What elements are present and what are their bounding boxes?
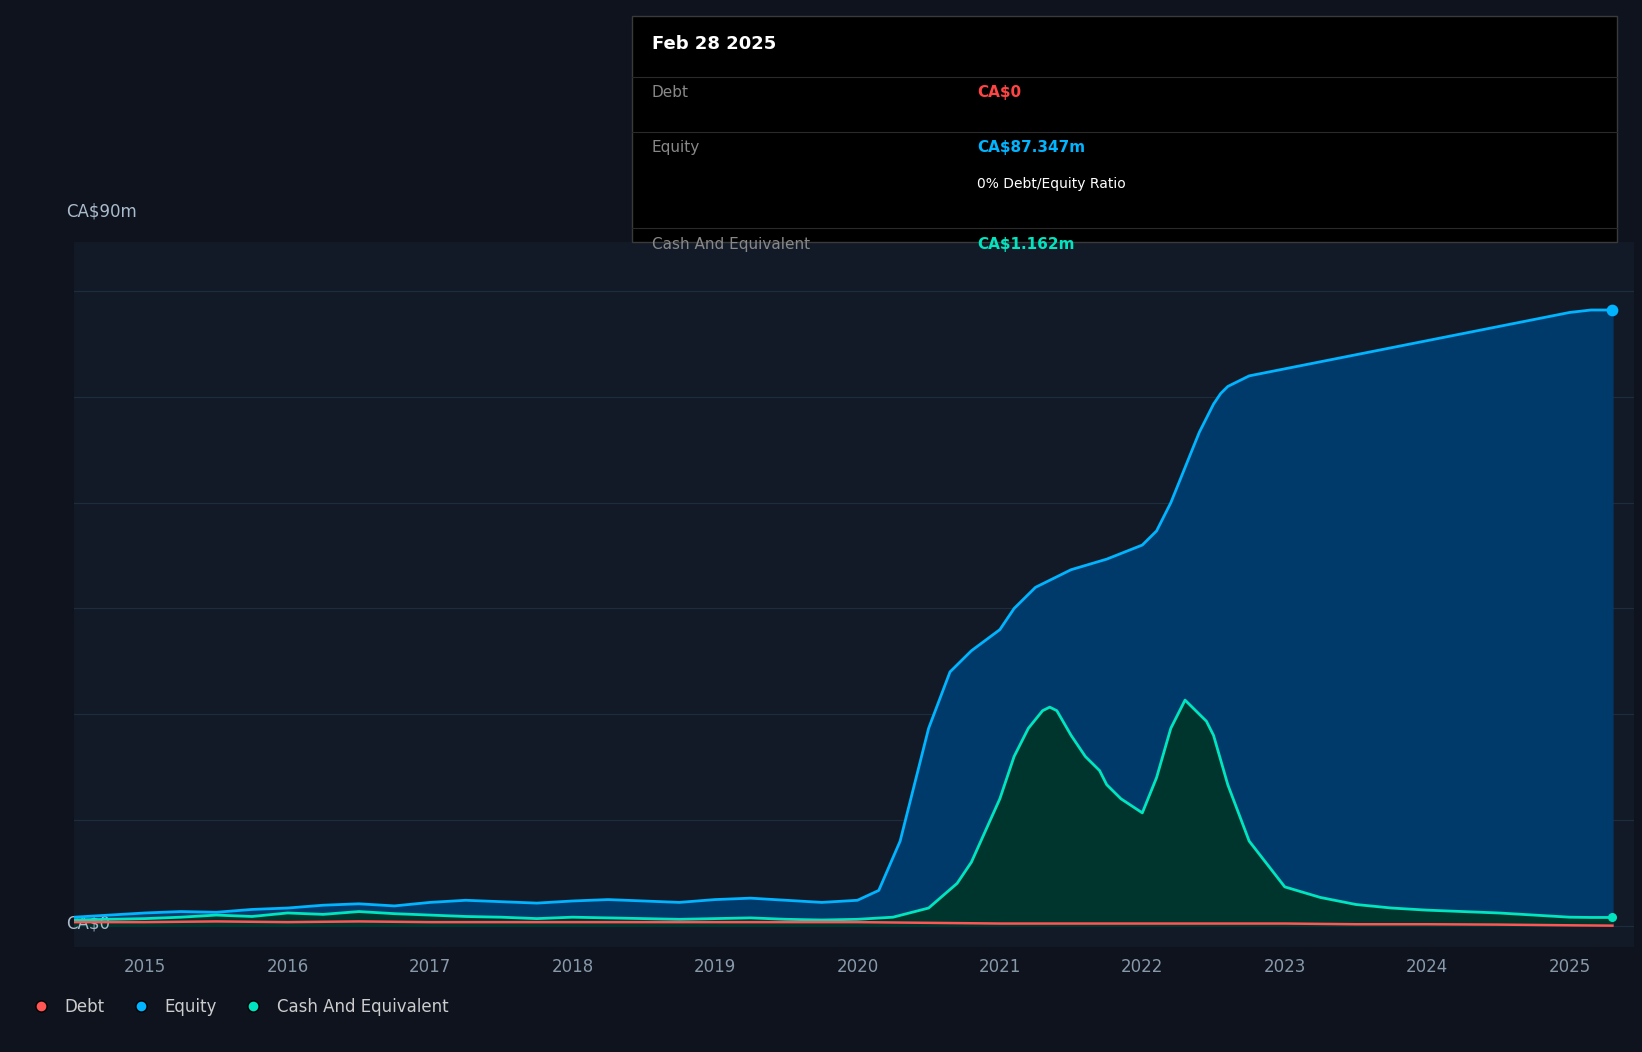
Legend: Debt, Equity, Cash And Equivalent: Debt, Equity, Cash And Equivalent [18,992,455,1023]
Point [1599,909,1626,926]
Text: Feb 28 2025: Feb 28 2025 [652,35,777,53]
Point [1599,302,1626,319]
Text: CA$0: CA$0 [66,914,110,933]
Text: CA$0: CA$0 [977,85,1021,100]
Text: CA$90m: CA$90m [66,203,136,221]
Text: Debt: Debt [652,85,690,100]
Text: CA$1.162m: CA$1.162m [977,237,1074,251]
Text: Cash And Equivalent: Cash And Equivalent [652,237,810,251]
Text: Equity: Equity [652,140,699,155]
Text: 0% Debt/Equity Ratio: 0% Debt/Equity Ratio [977,177,1126,190]
Text: CA$87.347m: CA$87.347m [977,140,1085,155]
